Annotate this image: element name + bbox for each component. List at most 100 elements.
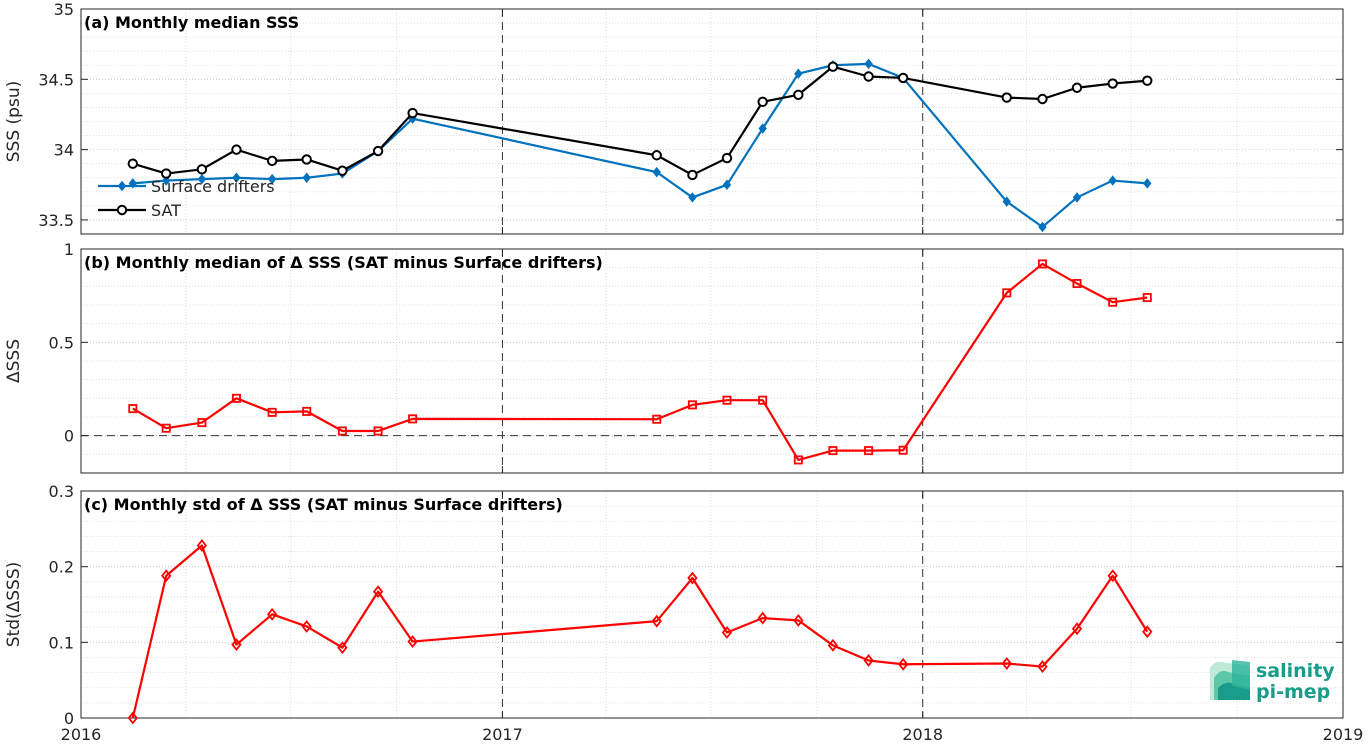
data-point (302, 172, 311, 183)
data-point (337, 426, 347, 436)
data-point (1071, 622, 1083, 636)
data-point (722, 179, 732, 191)
data-point (687, 571, 698, 585)
panel-a: 33.5 34 34.5 35 SSS (psu) (a) Monthly median … (4, 0, 1344, 235)
data-point (652, 414, 662, 424)
x-tick-label: 2018 (902, 725, 943, 744)
waves-icon (1210, 660, 1250, 700)
axes-box (80, 248, 1344, 474)
data-point (337, 165, 348, 176)
legend-label: SAT (151, 201, 181, 220)
axes-box (80, 490, 1344, 719)
panel-title: (c) Monthly std of Δ SSS (SAT minus Surf… (84, 495, 563, 514)
data-point (827, 638, 839, 652)
data-point (267, 173, 277, 185)
data-point (1001, 657, 1012, 670)
data-point (197, 418, 207, 428)
data-point (651, 150, 662, 161)
y-axis-label: Std(ΔSSS) (4, 562, 24, 648)
data-point (372, 585, 384, 599)
y-tick-label: 35 (54, 0, 74, 19)
data-point (127, 711, 138, 725)
data-point (1037, 93, 1048, 105)
data-point (897, 657, 909, 671)
y-tick-label: 0.5 (49, 333, 74, 352)
y-tick-label: 1 (64, 240, 74, 259)
data-point (793, 455, 803, 465)
data-point (721, 626, 733, 639)
data-point (1071, 82, 1083, 93)
data-point (231, 144, 242, 155)
data-point (864, 446, 874, 456)
logo-line-2: pi-mep (1256, 681, 1330, 703)
data-point (232, 172, 241, 183)
data-point (266, 607, 278, 621)
data-point (1107, 78, 1118, 89)
panel-title: (b) Monthly median of Δ SSS (SAT minus S… (84, 253, 603, 272)
x-tick-label: 2019 (1323, 725, 1364, 744)
data-point (1001, 92, 1012, 103)
data-point (1037, 259, 1047, 269)
data-point (897, 72, 909, 84)
y-tick-label: 33.5 (38, 211, 74, 230)
data-point (231, 393, 241, 403)
data-point (407, 635, 418, 649)
data-point (688, 192, 697, 203)
y-tick-label: 0 (64, 709, 74, 728)
legend-swatch-marker (116, 204, 128, 216)
data-point (757, 96, 768, 108)
data-point (1108, 175, 1117, 186)
data-point (827, 61, 839, 72)
data-point (197, 173, 207, 185)
legend-swatch-marker (117, 180, 127, 192)
data-point (161, 423, 171, 433)
data-point (1108, 297, 1118, 307)
data-point (231, 638, 242, 652)
data-point (651, 614, 662, 628)
data-point (302, 406, 312, 416)
data-point (196, 164, 208, 175)
data-point (408, 414, 418, 424)
series-line (132, 62, 1148, 229)
data-point (301, 154, 312, 165)
data-point (687, 400, 697, 410)
data-point (794, 68, 803, 79)
data-point (162, 175, 171, 186)
data-point (161, 569, 172, 583)
data-point (721, 152, 733, 164)
data-point (1142, 625, 1153, 639)
panel-c: 0 0.1 0.2 0.3 Std(ΔSSS) (c) Monthly std of Δ … (4, 482, 1344, 728)
x-tick-label: 2016 (61, 725, 102, 744)
legend-label: Surface drifters (151, 177, 275, 196)
data-point (828, 446, 838, 456)
y-axis-label: SSS (psu) (4, 81, 24, 162)
y-tick-label: 0 (64, 427, 74, 446)
data-point (1072, 279, 1082, 289)
data-point (722, 395, 732, 405)
y-tick-label: 34 (54, 141, 74, 160)
data-point (1037, 660, 1048, 673)
data-point (757, 611, 768, 625)
data-point (793, 613, 804, 627)
data-point (1107, 569, 1118, 583)
data-point (758, 395, 768, 405)
data-point (898, 445, 908, 455)
data-point (863, 654, 874, 667)
data-point (372, 145, 384, 157)
series-line (132, 262, 1148, 462)
axes-box (80, 8, 1344, 235)
data-point (266, 155, 278, 167)
data-point (793, 89, 804, 100)
data-point (128, 404, 138, 414)
panel-b: 0 0.5 1 ΔSSS (b) Monthly median of Δ SSS (SA… (4, 240, 1344, 474)
y-axis-label: ΔSSS (4, 339, 24, 383)
y-tick-label: 0.2 (49, 558, 74, 577)
data-point (863, 71, 874, 82)
series-line (132, 65, 1148, 177)
data-point (652, 166, 661, 178)
data-point (373, 426, 383, 436)
data-point (1072, 192, 1082, 203)
x-tick-label: 2017 (482, 725, 523, 744)
data-point (1142, 75, 1153, 86)
